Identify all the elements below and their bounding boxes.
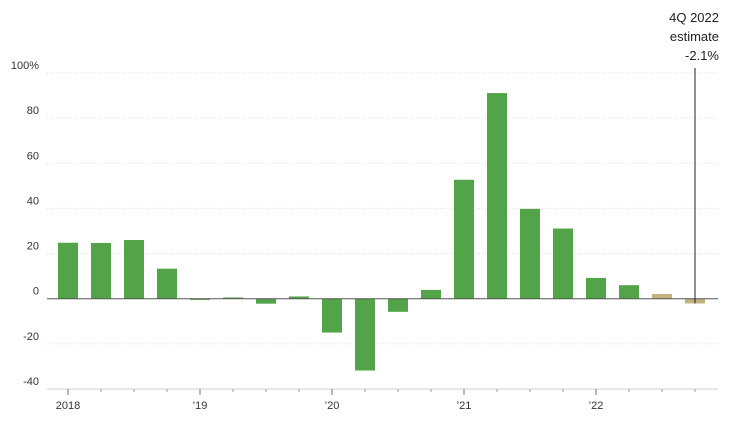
estimate-annotation: 4Q 2022 estimate -2.1% [669,10,719,304]
annotation-line: 4Q 2022 [669,10,719,25]
gridlines [47,72,718,390]
bar [388,298,408,312]
bar [586,277,606,299]
x-tick-label: ’22 [589,400,604,412]
y-tick-label: -20 [23,331,39,343]
bars [58,93,705,371]
x-tick-label: 2018 [56,400,80,412]
bar [619,285,639,299]
bar [289,296,309,299]
y-tick-label: 20 [27,241,39,253]
bar [190,298,210,300]
annotation-line: -2.1% [685,48,719,63]
bar [256,298,276,304]
bar [421,289,441,299]
y-tick-label: 60 [27,150,39,162]
y-tick-label: 100% [11,60,39,72]
bar [322,298,342,333]
y-tick-label: 0 [33,286,39,298]
bar [124,240,144,299]
bar [157,268,177,299]
bar [58,242,78,299]
bar [553,228,573,299]
annotation-line: estimate [670,29,719,44]
bar [355,298,375,371]
bar [520,208,540,299]
x-tick-label: ’20 [325,400,340,412]
bar-estimate [652,293,672,299]
y-axis-labels: -40 -20 0 20 40 60 80 100% [11,60,39,388]
x-axis: 2018 ’19 ’20 ’21 ’22 [47,388,718,412]
y-tick-label: -40 [23,376,39,388]
x-tick-label: ’21 [457,400,472,412]
y-tick-label: 80 [27,105,39,117]
bar [223,297,243,299]
bar [487,93,507,299]
bar [91,242,111,299]
y-tick-label: 40 [27,195,39,207]
x-tick-label: ’19 [193,400,208,412]
bar [454,179,474,299]
